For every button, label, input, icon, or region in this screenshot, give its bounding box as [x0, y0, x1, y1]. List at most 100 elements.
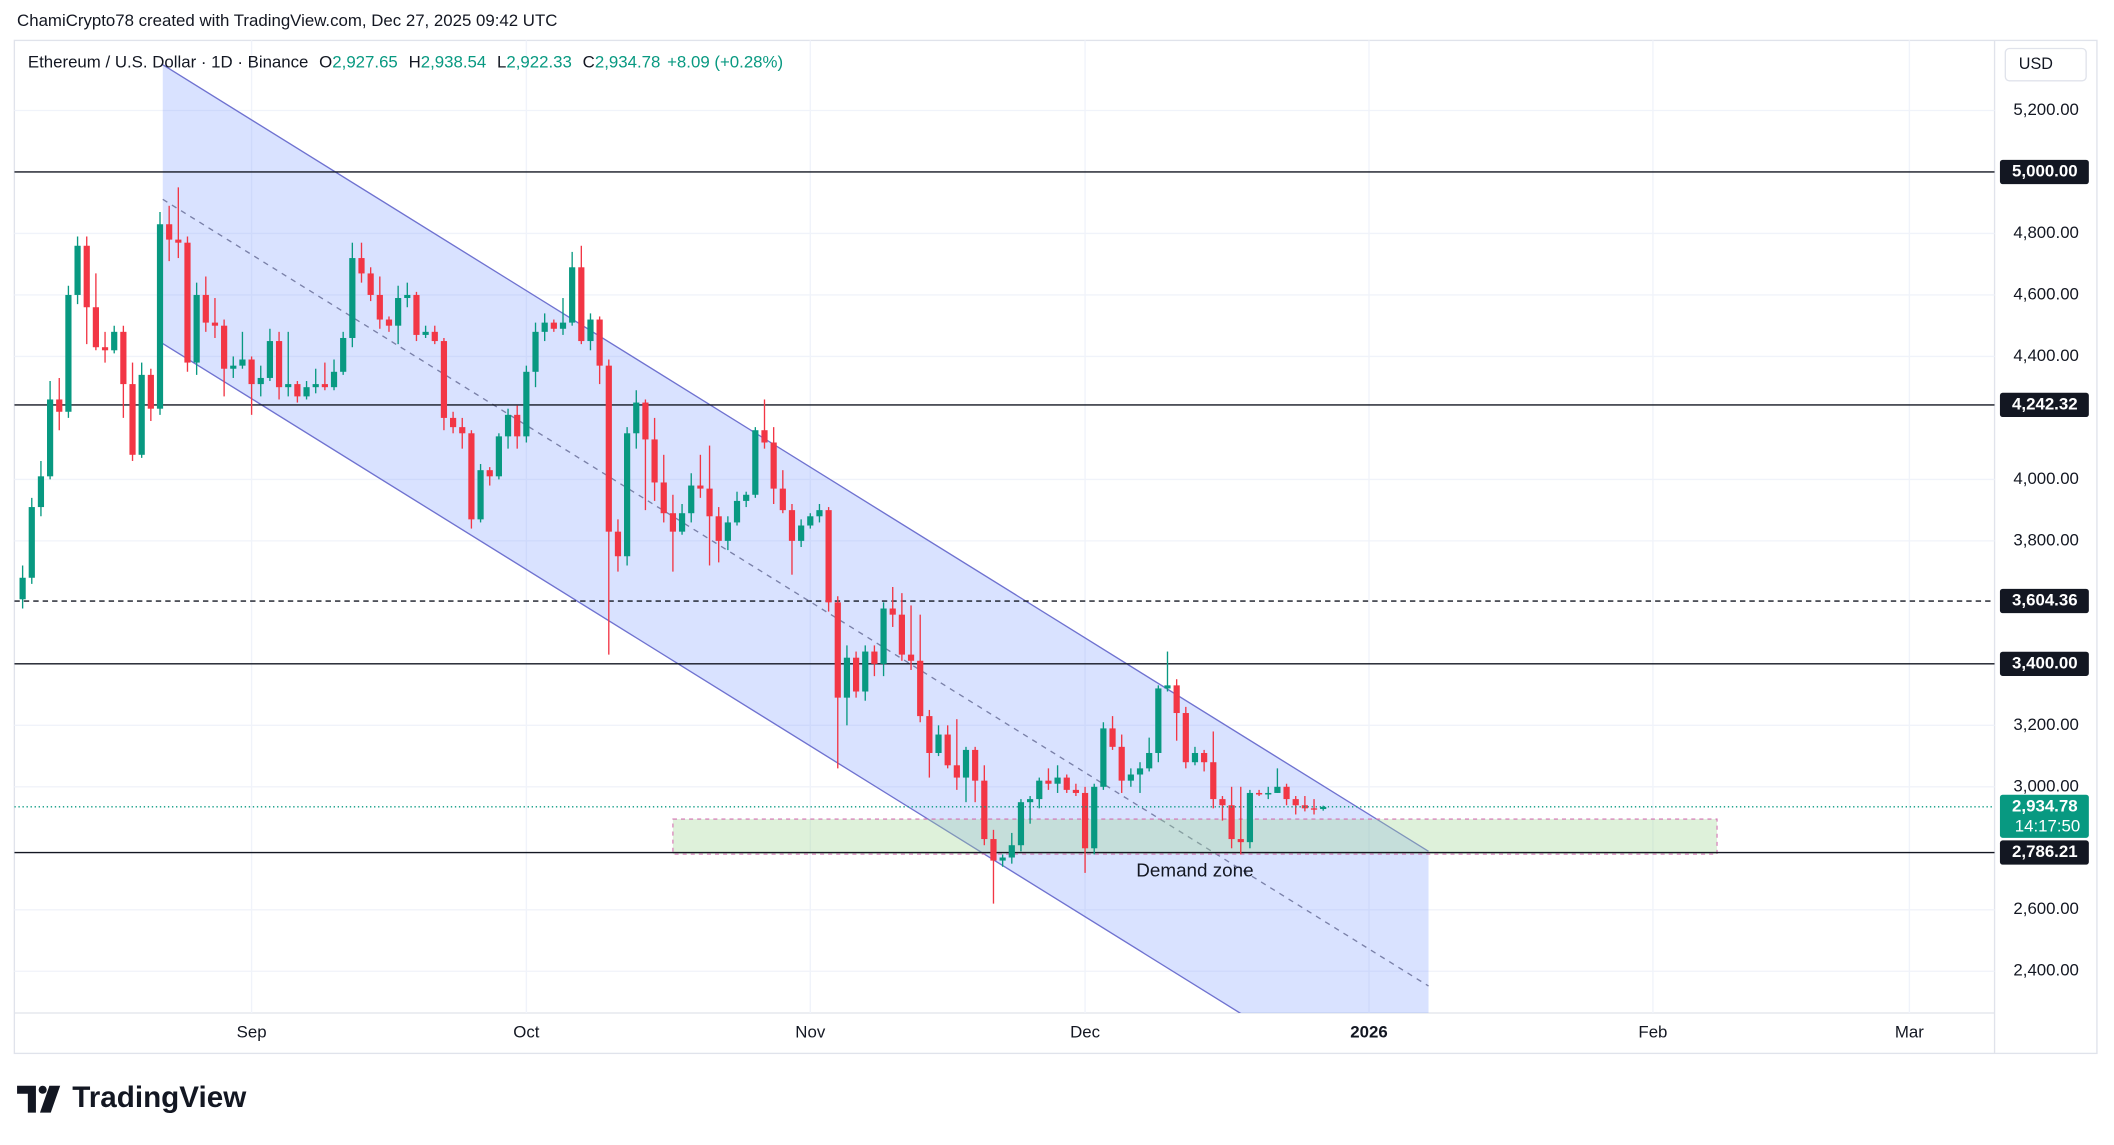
- candle-body: [147, 374, 154, 409]
- candle-body: [120, 331, 127, 385]
- candle-body: [1027, 799, 1034, 803]
- candle-body: [541, 322, 548, 332]
- last-price-label: 2,934.78: [2012, 796, 2078, 815]
- candle-body: [129, 384, 136, 455]
- candle-body: [733, 500, 741, 523]
- candle-body: [28, 507, 35, 578]
- level-label-box: [1999, 651, 2089, 676]
- candle-body: [46, 399, 54, 477]
- candle-body: [1164, 685, 1171, 689]
- candle-body: [614, 531, 622, 557]
- candle-body: [1182, 713, 1189, 763]
- countdown-label: 14:17:50: [2015, 817, 2081, 836]
- candle-body: [770, 442, 777, 489]
- candle-body: [92, 307, 99, 348]
- candle-body: [431, 331, 438, 342]
- candle-body: [321, 384, 328, 388]
- candle-body: [1201, 752, 1208, 763]
- candle-body: [724, 522, 731, 541]
- candle-body: [275, 341, 283, 388]
- candle-body: [1146, 752, 1153, 769]
- attribution: ChamiCrypto78 created with TradingView.c…: [17, 11, 557, 30]
- y-tick-label: 4,800.00: [2013, 223, 2079, 242]
- level-label: 3,604.36: [2012, 590, 2078, 609]
- y-tick-label: 2,400.00: [2013, 961, 2079, 980]
- candle-body: [413, 294, 420, 335]
- candle-body: [221, 325, 228, 369]
- candle-body: [743, 494, 750, 501]
- currency-box[interactable]: [2004, 47, 2087, 82]
- candle-body: [779, 488, 786, 511]
- candle-body: [459, 427, 466, 434]
- candle-body: [1072, 789, 1080, 793]
- candle-body: [1265, 792, 1272, 795]
- candle-body: [495, 436, 502, 477]
- candle-body: [477, 470, 484, 520]
- candle-body: [962, 749, 970, 778]
- x-tick-label: Dec: [1070, 1023, 1100, 1042]
- level-label: 4,242.32: [2012, 394, 2078, 413]
- candle-body: [651, 439, 658, 483]
- candle-body: [514, 414, 521, 437]
- candle-body: [917, 660, 924, 717]
- candle-body: [257, 377, 264, 385]
- candle-body: [404, 294, 411, 299]
- candle-body: [880, 608, 887, 664]
- candle-body: [1063, 777, 1070, 790]
- candle-body: [1017, 802, 1025, 846]
- legend-text: 2,922.33: [506, 53, 572, 72]
- ohlc-legend: Ethereum / U.S. Dollar · 1D · Binance O2,…: [28, 53, 783, 72]
- candle-body: [843, 657, 851, 698]
- candle-body: [1219, 799, 1226, 806]
- y-tick-label: 3,800.00: [2013, 530, 2079, 549]
- candle-body: [633, 402, 640, 434]
- legend-text: O: [319, 53, 332, 72]
- channel-fill: [162, 64, 1429, 1013]
- candle-body: [788, 510, 796, 541]
- level-label-box: [1999, 840, 2089, 865]
- demand-zone-label: Demand zone: [1136, 860, 1253, 881]
- candle-body: [422, 331, 429, 335]
- currency-button[interactable]: USD: [2004, 47, 2087, 82]
- demand-zone: [672, 818, 1718, 855]
- candle-body: [56, 399, 63, 412]
- candle-body: [1237, 839, 1244, 843]
- candle-body: [138, 374, 145, 455]
- candle-body: [1155, 688, 1162, 753]
- level-label: 3,400.00: [2012, 653, 2078, 672]
- candle-body: [605, 365, 612, 532]
- candle-body: [111, 331, 118, 351]
- currency-label[interactable]: USD: [2019, 55, 2053, 73]
- candle-body: [889, 608, 896, 615]
- candle-body: [1292, 799, 1299, 806]
- channel-upper-line: [162, 64, 1429, 852]
- level-label-box: [1999, 588, 2089, 614]
- candle-body: [1045, 780, 1052, 784]
- candle-body: [678, 513, 686, 532]
- candle-body: [376, 294, 383, 320]
- logo-mark: [17, 1085, 36, 1113]
- candle-body: [697, 485, 704, 489]
- candle-body: [852, 657, 860, 692]
- brand-logo: TradingView: [17, 1081, 247, 1114]
- candle-body: [1036, 780, 1043, 800]
- candle-body: [266, 341, 274, 378]
- candle-body: [449, 417, 457, 428]
- axes: Sep Oct Nov Dec 2026 Feb Mar 2,400.00 2,600.00 3,…: [237, 100, 2089, 1042]
- candle-body: [65, 294, 72, 412]
- candle-body: [807, 516, 814, 526]
- level-label-box: [1999, 159, 2089, 185]
- brand-name: TradingView: [72, 1081, 247, 1114]
- y-tick-label: 4,000.00: [2013, 469, 2079, 488]
- candle-body: [395, 298, 402, 326]
- candle-body: [202, 294, 209, 323]
- candle-body: [1173, 685, 1180, 714]
- candle-body: [486, 470, 493, 477]
- candle-body: [1136, 768, 1144, 775]
- level-label: 2,786.21: [2012, 842, 2078, 861]
- x-tick-label: Oct: [513, 1023, 540, 1042]
- candle-body: [248, 359, 255, 385]
- candle-body: [468, 433, 475, 520]
- candle-body: [1283, 786, 1290, 800]
